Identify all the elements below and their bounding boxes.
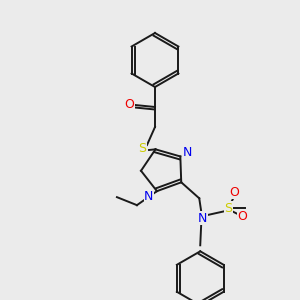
Text: N: N	[198, 212, 207, 225]
Text: N: N	[183, 146, 192, 159]
Text: N: N	[144, 190, 154, 202]
Text: O: O	[124, 98, 134, 112]
Text: O: O	[229, 186, 239, 199]
Text: O: O	[237, 210, 247, 223]
Text: S: S	[138, 142, 146, 154]
Text: S: S	[224, 202, 232, 215]
